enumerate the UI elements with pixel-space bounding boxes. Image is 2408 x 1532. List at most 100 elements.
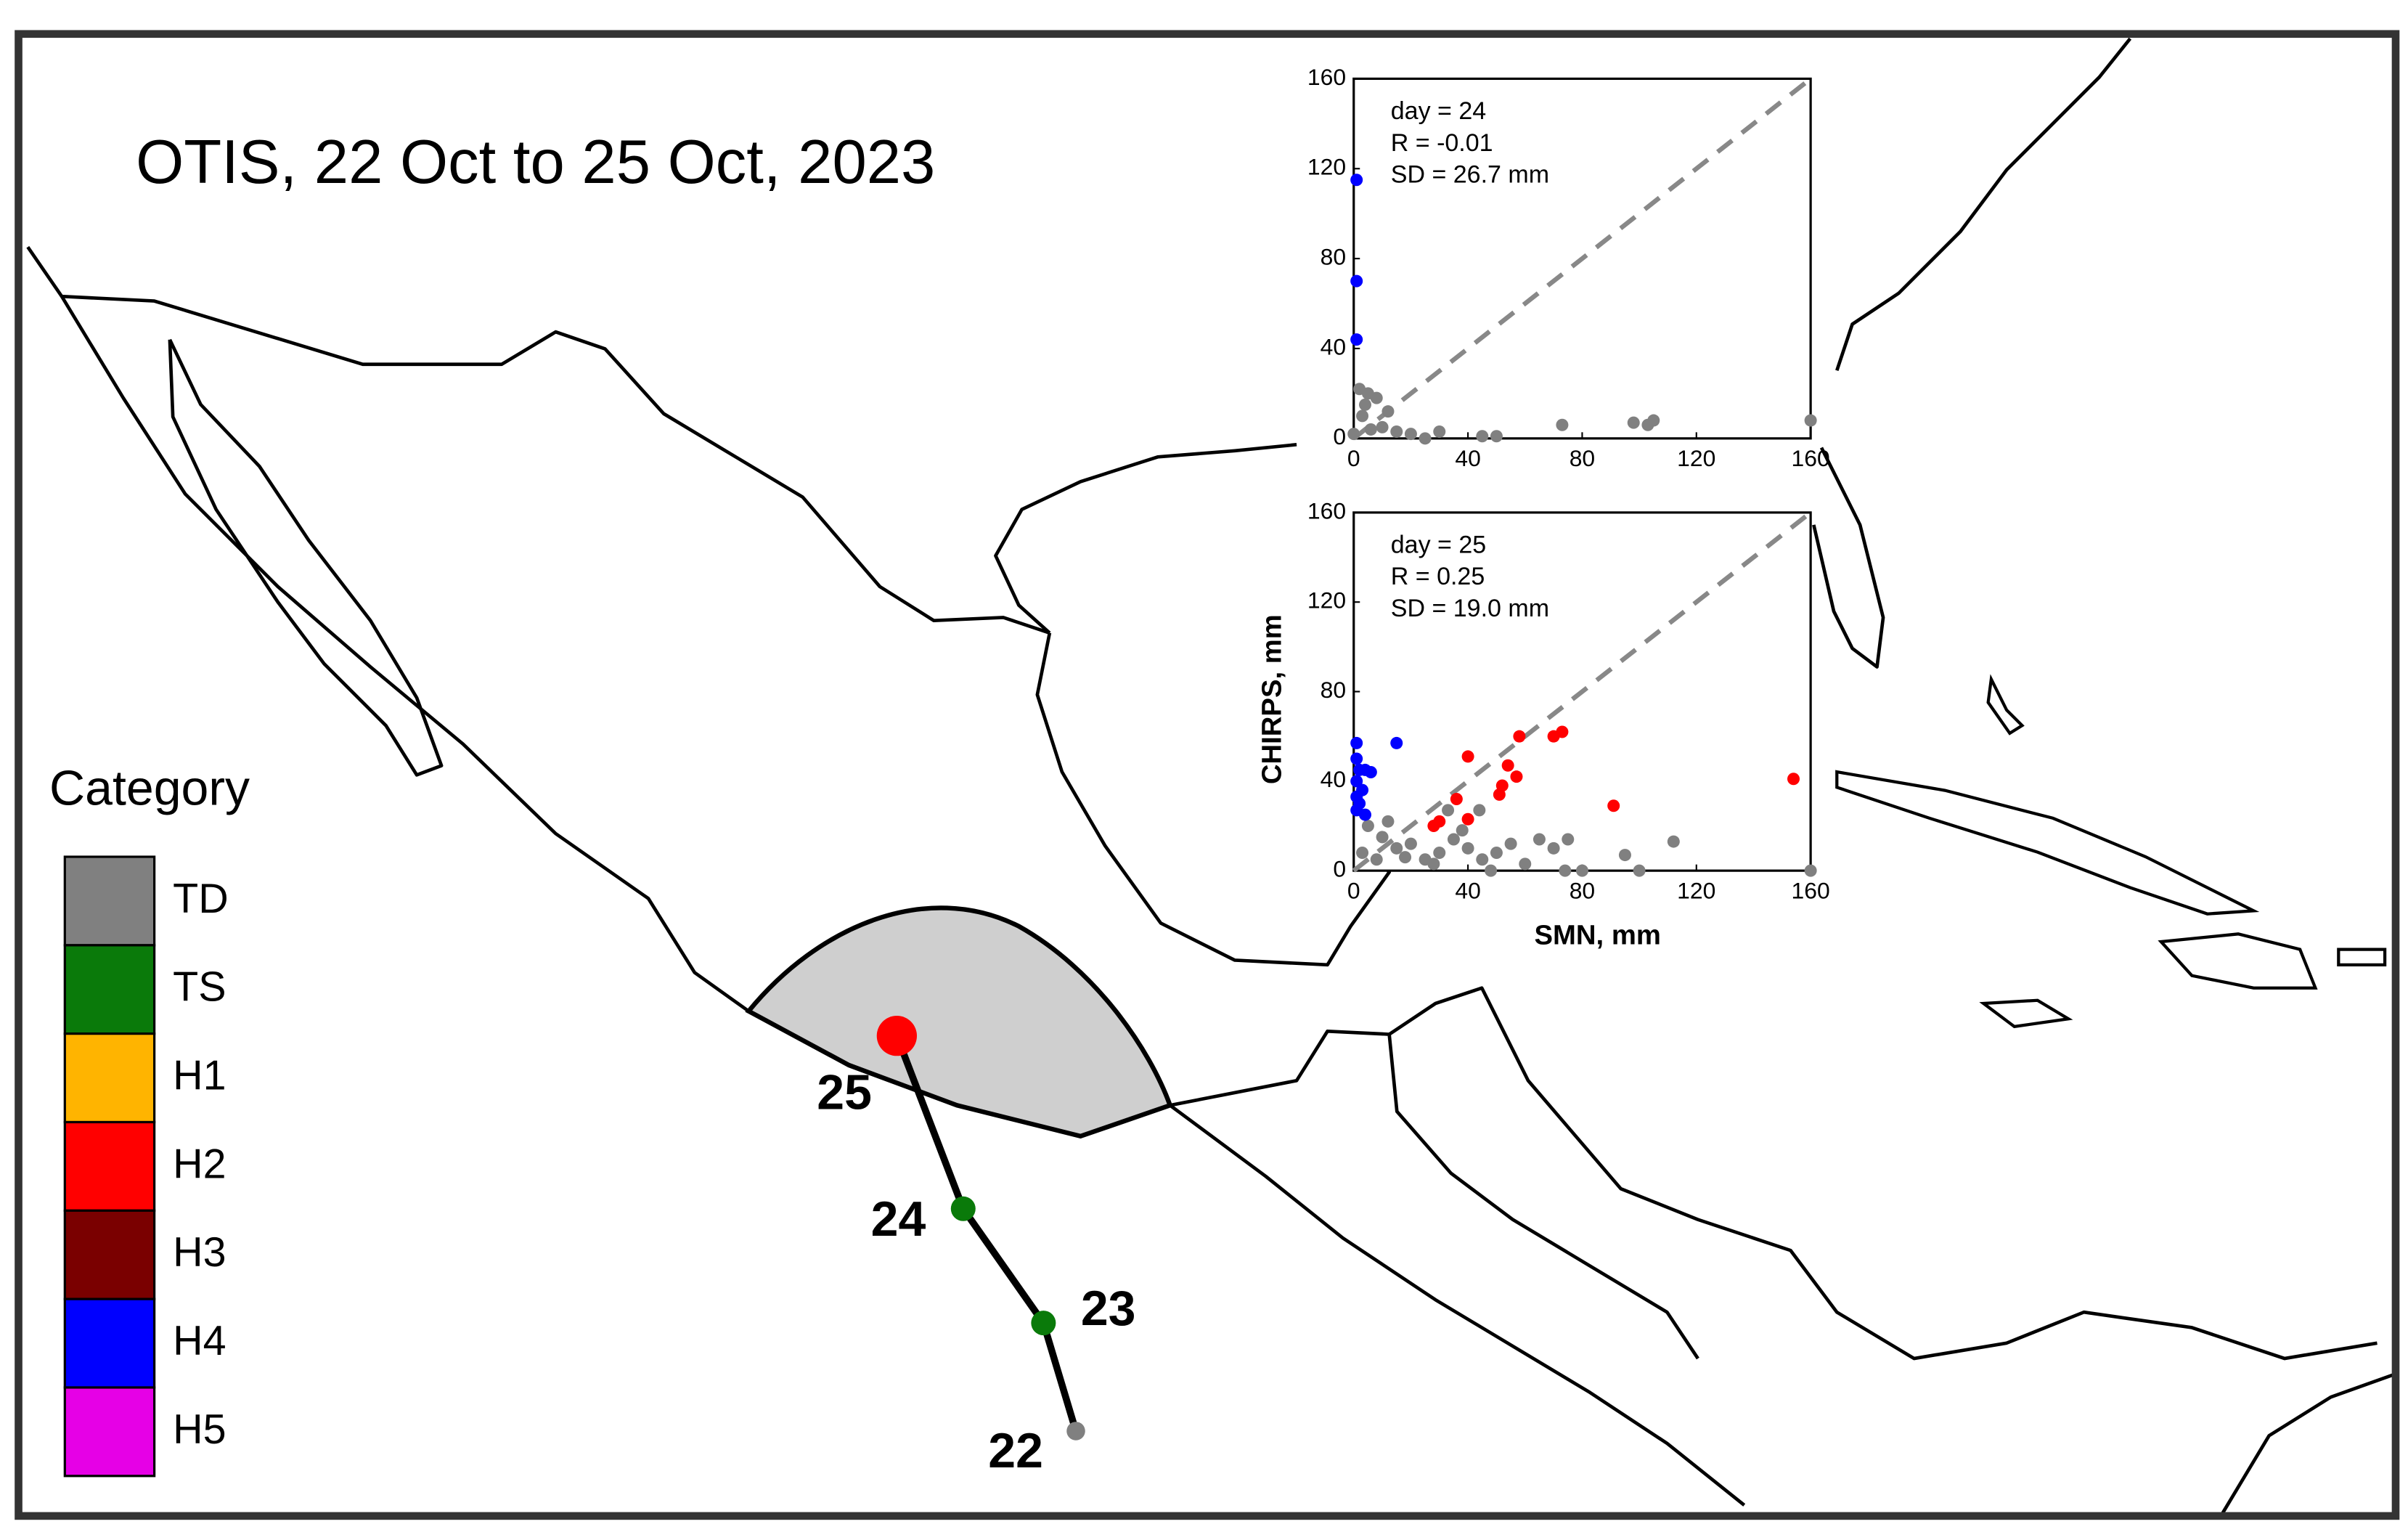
x-tick-label: 120 (1677, 877, 1715, 903)
scatter-point (1513, 730, 1526, 743)
florida (1812, 447, 1885, 669)
track-day-label: 25 (817, 1065, 872, 1120)
legend-label: TS (173, 964, 226, 1011)
legend-swatch (63, 1032, 156, 1124)
legend-label: H3 (173, 1229, 226, 1276)
legend: TD TS H1 H2 H3 H4 H5 (63, 855, 229, 1478)
y-tick-label: 40 (1321, 333, 1346, 359)
scatter-point (1390, 736, 1403, 749)
south-america (2221, 1372, 2396, 1514)
y-tick-label: 40 (1321, 766, 1346, 792)
legend-swatch (63, 1120, 156, 1212)
scatter-chart: 0 40 80 120 160 0 40 80 120 160 day = 25 R = 0.25 SD… (1256, 497, 1829, 950)
central-america-border (1170, 1029, 1699, 1360)
y-tick-label: 0 (1333, 856, 1346, 882)
scatter-point (1358, 808, 1371, 821)
scatter-point (1490, 430, 1503, 443)
frame (15, 30, 2400, 1520)
scatter-point (1456, 824, 1469, 837)
scatter-point (1381, 405, 1395, 418)
y-tick-label: 160 (1307, 64, 1346, 90)
scatter-point (1532, 833, 1546, 846)
scatter-point (1390, 842, 1403, 855)
scatter-point (1350, 752, 1363, 765)
scatter-point (1575, 864, 1588, 877)
stats-annotation: SD = 19.0 mm (1391, 595, 1549, 622)
scatter-point (1356, 846, 1369, 859)
scatter-point (1476, 430, 1489, 443)
track-day-label: 22 (988, 1423, 1043, 1478)
y-tick-label: 120 (1307, 154, 1346, 180)
track-line (893, 1034, 1079, 1433)
legend-swatch (63, 1297, 156, 1389)
scatter-point (1607, 799, 1620, 812)
y-tick-label: 0 (1333, 423, 1346, 449)
scatter-point (1404, 428, 1417, 441)
scatter-point (1556, 725, 1569, 738)
baja-california (168, 338, 444, 777)
scatter-point (1627, 416, 1640, 429)
legend-swatch (63, 855, 156, 947)
scatter-point (1501, 759, 1514, 772)
x-tick-label: 0 (1347, 445, 1360, 471)
x-tick-label: 160 (1792, 877, 1830, 903)
y-tick-label: 160 (1307, 497, 1346, 523)
scatter-point (1490, 846, 1503, 859)
one-to-one-line (1352, 510, 1813, 873)
scatter-point (1399, 851, 1412, 864)
y-tick-label: 120 (1307, 587, 1346, 614)
x-axis-label: SMN, mm (1535, 920, 1661, 951)
cuba (1835, 770, 2260, 916)
scatter-point (1547, 842, 1560, 855)
scatter-point (1476, 853, 1489, 866)
scatter-point (1350, 274, 1363, 288)
scatter-point (1347, 428, 1360, 441)
scatter-point (1787, 773, 1800, 786)
scatter-point (1419, 432, 1432, 445)
scatter-point (1804, 414, 1817, 427)
track-day-label: 23 (1081, 1281, 1136, 1336)
us-mexico-border (26, 245, 1050, 635)
scatter-point (1493, 788, 1506, 801)
scatter-point (1461, 812, 1474, 826)
scatter-point (1370, 853, 1383, 866)
stats-annotation: R = -0.01 (1391, 129, 1493, 157)
x-tick-label: 40 (1455, 445, 1480, 471)
y-tick-label: 80 (1321, 677, 1346, 703)
legend-label: H1 (173, 1052, 226, 1099)
legend-swatch (63, 1209, 156, 1300)
scatter-point (1485, 864, 1498, 877)
x-tick-label: 0 (1347, 877, 1360, 903)
track-point (1031, 1311, 1056, 1336)
hispaniola (2158, 932, 2318, 990)
scatter-point (1510, 770, 1523, 783)
scatter-point (1427, 819, 1440, 832)
scatter-chart: 0 40 80 120 160 0 40 80 120 160 day = 24 R = -0.01 S… (1307, 64, 1830, 471)
scatter-point (1381, 815, 1395, 828)
scatter-point (1427, 857, 1440, 871)
track-point (1066, 1422, 1085, 1441)
scatter-point (1559, 864, 1572, 877)
track-point (876, 1016, 918, 1056)
scatter-point (1404, 837, 1417, 850)
stats-annotation: day = 24 (1391, 97, 1486, 125)
scatter-point (1442, 804, 1455, 817)
x-tick-label: 80 (1570, 445, 1595, 471)
puerto-rico (2337, 948, 2387, 966)
scatter-point (1562, 833, 1575, 846)
bahamas (1986, 674, 2025, 736)
track-day-label: 24 (871, 1191, 926, 1247)
scatter-point (1356, 410, 1369, 423)
scatter-point (1450, 792, 1463, 806)
scatter-point (1358, 398, 1371, 411)
scatter-point (1618, 849, 1631, 862)
mexico-gulf-coast (1035, 632, 1391, 967)
scatter-point (1361, 819, 1374, 832)
scatter-point (1376, 420, 1389, 433)
stats-annotation: R = 0.25 (1391, 563, 1485, 590)
scatter-point (1667, 835, 1680, 848)
